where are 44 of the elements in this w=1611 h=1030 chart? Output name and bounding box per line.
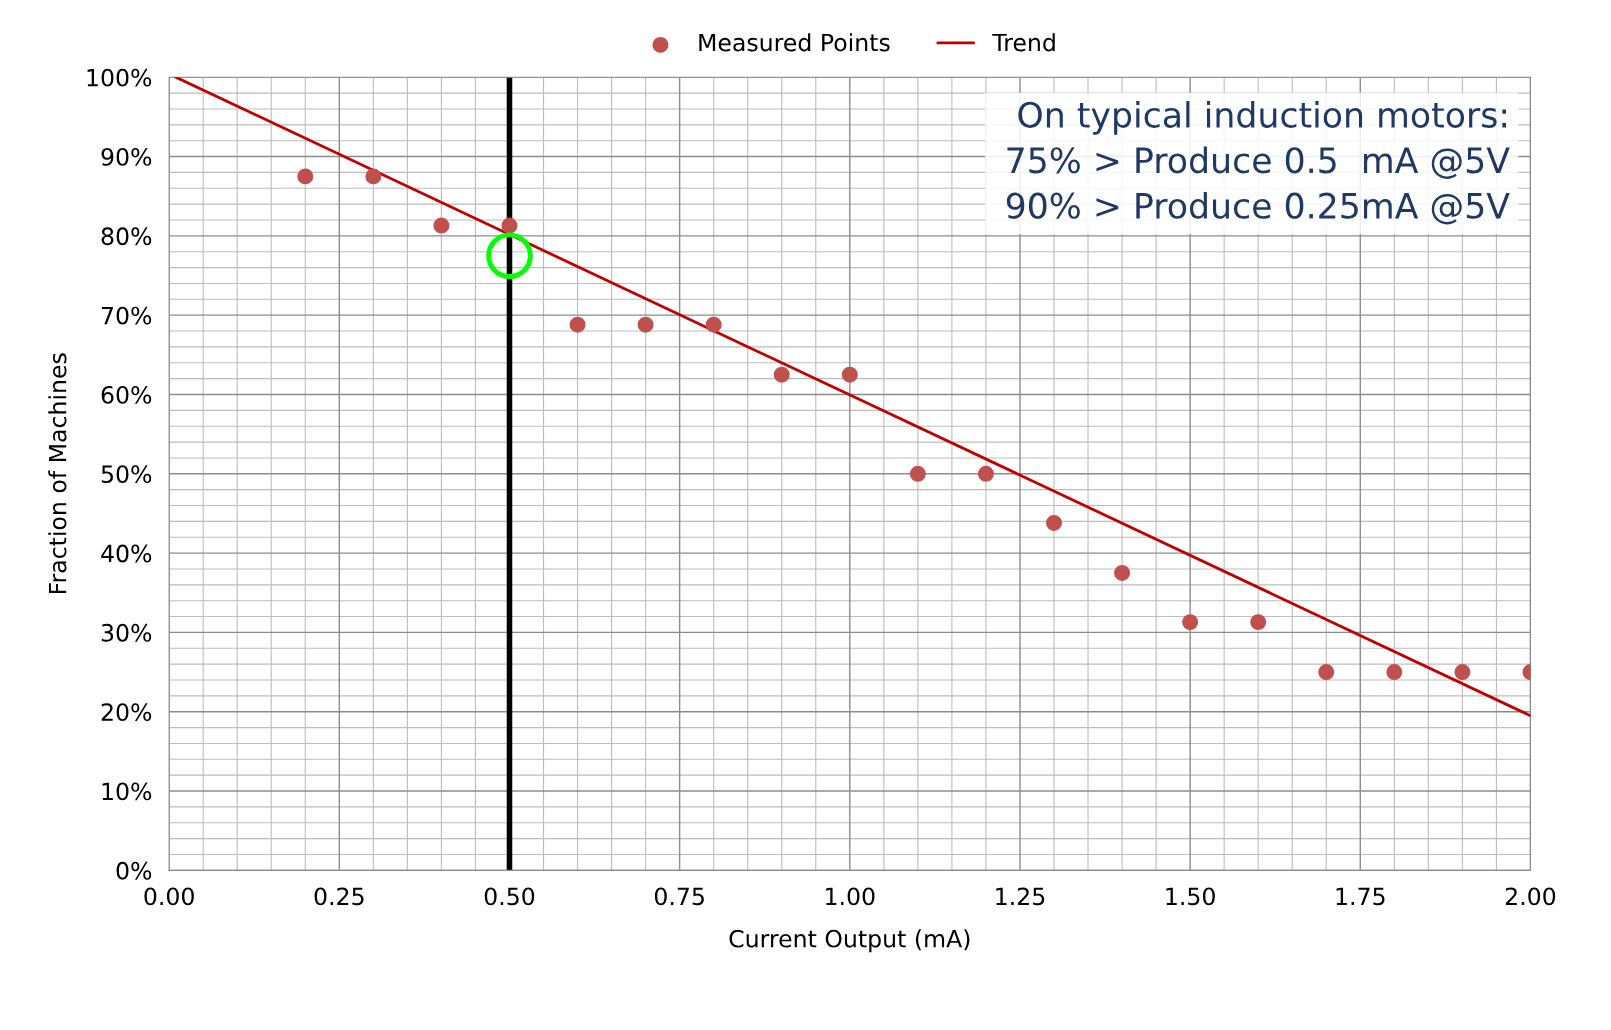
point (365, 168, 382, 185)
point (1046, 514, 1062, 531)
point (977, 465, 994, 482)
y-tick-label: 100% (87, 68, 152, 87)
point (705, 316, 722, 333)
x-tick-label: 0.25 (314, 887, 364, 906)
point (501, 217, 518, 234)
y-tick-label: 60% (101, 385, 152, 404)
x-tick-label: 0.75 (654, 887, 704, 906)
annotation: On typical induction motors: 75% > Produce 0.5 mA @5V 90% > Produce 0.25mA @5V (1006, 101, 1510, 225)
y-tick-label: 50% (101, 465, 152, 484)
point (841, 366, 858, 383)
x-tick-label: 1.75 (1336, 887, 1385, 906)
point (433, 217, 450, 234)
point (1182, 614, 1199, 631)
point (1386, 664, 1403, 681)
y-axis-title: Fraction of Machines (48, 353, 67, 594)
point (1318, 664, 1335, 681)
y-tick-label: 70% (101, 306, 152, 325)
y-tick-label: 10% (102, 782, 152, 801)
x-tick-label: 2.00 (1505, 887, 1556, 906)
legend-label: Trend (992, 33, 1055, 52)
x-tick-label: 1.00 (826, 887, 875, 906)
point (1454, 664, 1471, 681)
x-axis-title: Current Output (mA) (729, 929, 970, 953)
point (773, 366, 790, 383)
legend-label: Measured Points (699, 33, 890, 52)
y-tick-label: 30% (101, 623, 152, 642)
y-tick-label: 90% (101, 148, 152, 166)
point (1250, 614, 1267, 631)
point (297, 168, 314, 185)
point (909, 465, 926, 482)
point (1114, 564, 1131, 581)
point (637, 316, 654, 333)
y-tick-label: 40% (101, 544, 152, 563)
y-tick-label: 80% (101, 227, 152, 246)
x-tick-label: 0.00 (144, 887, 194, 906)
y-tick-label: 0% (116, 861, 152, 880)
point (486, 232, 533, 279)
x-tick-label: 0.50 (484, 887, 535, 906)
y-tick-label: 20% (101, 703, 152, 722)
x-tick-label: 1.50 (1166, 887, 1215, 906)
point (569, 316, 586, 333)
x-tick-label: 1.25 (996, 887, 1045, 906)
